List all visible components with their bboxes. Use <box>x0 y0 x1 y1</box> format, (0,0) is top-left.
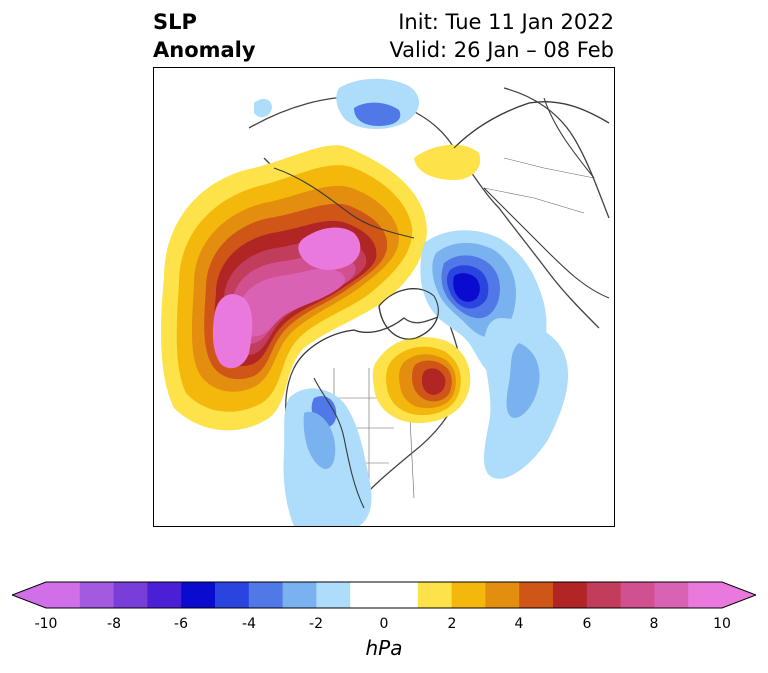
tick-label: 4 <box>514 616 524 632</box>
coastlines-overlay <box>273 97 610 509</box>
tick-label: -10 <box>34 616 58 632</box>
colorbar-segment <box>181 582 216 608</box>
tick-label: 0 <box>379 616 389 632</box>
title-block-left: SLP Anomaly <box>153 8 256 64</box>
colorbar-segment <box>46 582 81 608</box>
variable-title: SLP <box>153 10 197 34</box>
positive-anomaly-eastern-canada <box>372 337 471 423</box>
coastline-asia-east <box>503 87 610 219</box>
negative-anomaly-western-na <box>283 388 372 526</box>
tick-label: 6 <box>582 616 592 632</box>
colorbar-segment <box>586 582 622 608</box>
colorbar <box>12 581 756 609</box>
colorbar-segment <box>654 582 689 608</box>
colorbar-segment <box>316 582 351 608</box>
colorbar-segment <box>147 582 182 608</box>
colorbar-segment <box>485 582 520 608</box>
colorbar-segment <box>79 582 115 608</box>
tick-label: -8 <box>107 616 121 632</box>
colorbar-extend-low <box>12 582 46 608</box>
tick-label: -2 <box>309 616 323 632</box>
anomaly-subtitle: Anomaly <box>153 38 256 62</box>
colorbar-segment <box>384 582 419 608</box>
colorbar-segment <box>451 582 486 608</box>
positive-anomaly-pacific <box>161 145 427 431</box>
colorbar-segment <box>215 582 250 608</box>
init-date: Init: Tue 11 Jan 2022 <box>398 10 614 34</box>
tick-label: 2 <box>447 616 457 632</box>
negative-anomaly-east-asia <box>254 78 420 130</box>
colorbar-segment <box>620 582 655 608</box>
colorbar-outline <box>12 581 756 609</box>
colorbar-segment <box>113 582 148 608</box>
colorbar-segment <box>248 582 284 608</box>
tick-label: -4 <box>242 616 256 632</box>
tick-label: 8 <box>649 616 659 632</box>
map-svg <box>161 78 610 526</box>
negative-anomaly-atlantic-core <box>506 343 540 418</box>
positive-anomaly-siberia <box>414 144 481 180</box>
colorbar-segment <box>553 582 588 608</box>
tick-label: 10 <box>713 616 731 632</box>
tick-label: -6 <box>174 616 188 632</box>
colorbar-segment <box>350 582 385 608</box>
colorbar-unit-label: hPa <box>365 636 403 660</box>
title-block-right: Init: Tue 11 Jan 2022 Valid: 26 Jan – 08… <box>389 8 614 64</box>
colorbar-segment <box>417 582 453 608</box>
anomaly-map <box>153 67 615 527</box>
colorbar-segment <box>519 582 554 608</box>
colorbar-segment <box>688 582 723 608</box>
valid-range: Valid: 26 Jan – 08 Feb <box>389 38 614 62</box>
colorbar-extend-high <box>722 582 756 608</box>
colorbar-segment <box>282 582 317 608</box>
